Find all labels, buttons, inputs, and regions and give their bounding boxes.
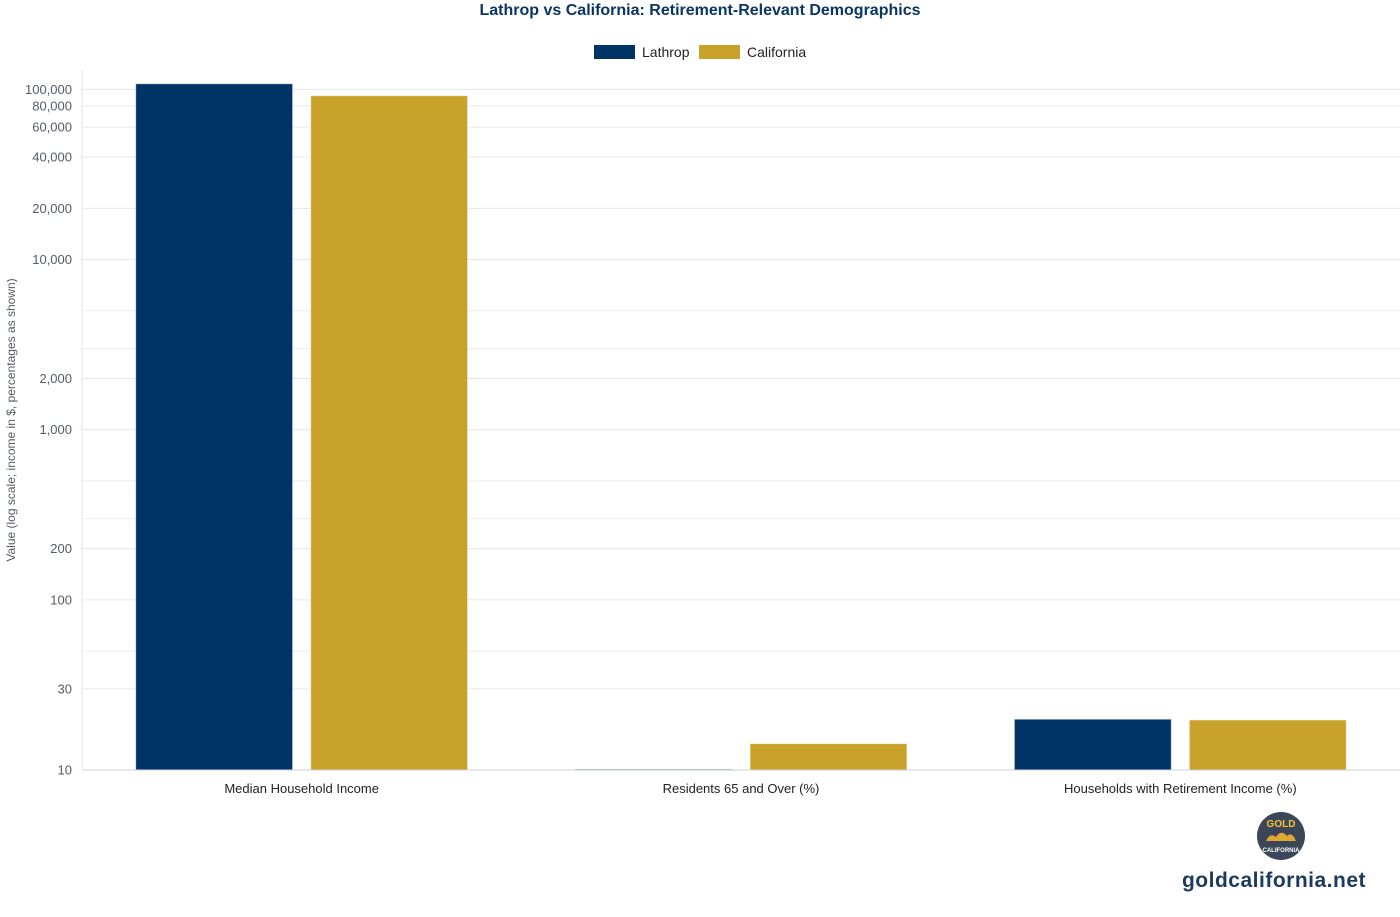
bar-california-2 <box>1188 719 1347 771</box>
x-category-label: Median Household Income <box>224 781 379 796</box>
logo-text-california: CALIFORNIA <box>1263 848 1301 854</box>
watermark-text: goldcalifornia.net <box>1182 869 1366 892</box>
legend-swatch-california <box>699 45 740 59</box>
y-tick-label: 100,000 <box>25 82 72 97</box>
y-tick-label: 200 <box>50 541 72 556</box>
y-tick-label: 1,000 <box>39 422 72 437</box>
y-axis-ticks: 10 30 100 200 1,000 2,000 10,000 20,000 40,000 60… <box>25 82 72 778</box>
y-tick-label: 30 <box>58 681 72 696</box>
bars <box>135 83 1347 771</box>
legend: Lathrop California <box>594 44 806 60</box>
logo-text-gold: GOLD <box>1267 819 1296 830</box>
y-tick-label: 60,000 <box>32 120 72 135</box>
x-category-label: Households with Retirement Income (%) <box>1064 781 1297 796</box>
y-tick-label: 2,000 <box>39 371 72 386</box>
y-tick-label: 100 <box>50 592 72 607</box>
grid-lines <box>81 70 1400 770</box>
gold-california-logo: GOLD CALIFORNIA <box>1257 812 1305 860</box>
x-axis-categories: Median Household Income Residents 65 and … <box>224 781 1296 796</box>
y-tick-label: 80,000 <box>32 98 72 113</box>
bar-california-0 <box>310 95 469 771</box>
y-axis-label: Value (log scale; income in $, percentag… <box>4 278 18 561</box>
logo-gold-nuggets <box>1266 832 1296 841</box>
bar-lathrop-2 <box>1013 718 1172 771</box>
legend-swatch-lathrop <box>594 45 635 59</box>
legend-label-california: California <box>747 44 806 60</box>
legend-label-lathrop: Lathrop <box>642 44 690 60</box>
y-tick-label: 20,000 <box>32 201 72 216</box>
chart-title: Lathrop vs California: Retirement-Releva… <box>480 2 921 19</box>
bar-california-1 <box>749 743 908 771</box>
y-tick-label: 10 <box>58 763 72 778</box>
x-category-label: Residents 65 and Over (%) <box>663 781 820 796</box>
bar-lathrop-0 <box>135 83 294 771</box>
y-tick-label: 10,000 <box>32 252 72 267</box>
y-tick-label: 40,000 <box>32 150 72 165</box>
